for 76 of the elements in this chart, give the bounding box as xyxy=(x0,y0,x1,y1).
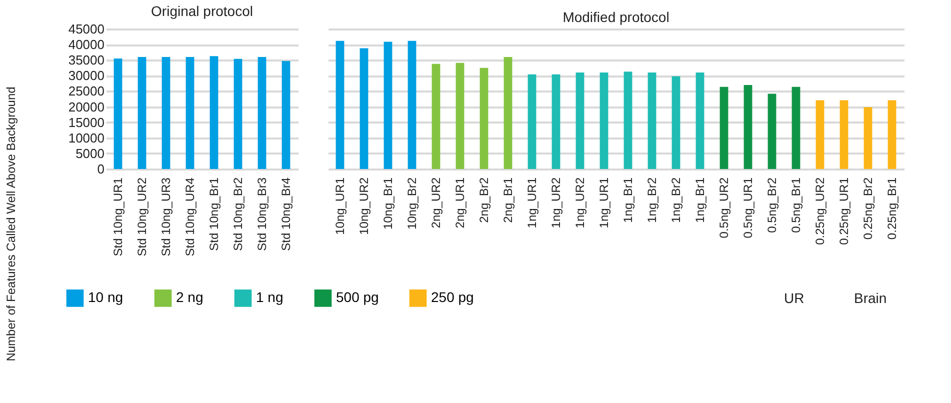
x-tick-label: Std 10ng_Br2 xyxy=(231,177,245,251)
legend-label: 2 ng xyxy=(176,289,204,306)
x-tick-label: 2ng_UR2 xyxy=(429,177,443,228)
x-tick-label: 0.25ng_UR1 xyxy=(837,177,851,245)
x-tick-label: 0.5ng_UR1 xyxy=(741,177,755,238)
x-tick-label: 1ng_Br1 xyxy=(693,177,707,223)
x-tick-label: 1ng_Br2 xyxy=(645,177,659,223)
x-tick-label: 10ng_Br2 xyxy=(405,177,419,230)
bar xyxy=(792,86,800,169)
x-tick-label: 1ng_UR2 xyxy=(573,177,587,228)
bar xyxy=(768,94,776,169)
x-tick-label: 0.25ng_Br1 xyxy=(885,177,899,240)
x-tick-label: Std 10ng_UR2 xyxy=(135,177,149,256)
bar xyxy=(816,100,824,169)
x-tick-label: Std 10ng_UR1 xyxy=(111,177,125,256)
y-axis-title: Number of Features Called Well Above Background xyxy=(4,86,18,362)
bar xyxy=(384,42,392,169)
x-tick-label: 1ng_Br2 xyxy=(669,177,683,223)
x-tick-label: 0.5ng_Br1 xyxy=(789,177,803,233)
x-tick-label: 1ng_UR2 xyxy=(549,177,563,228)
bar xyxy=(552,74,560,169)
x-tick-label: 0.25ng_UR2 xyxy=(813,177,827,245)
x-tick-label: 10ng_UR2 xyxy=(357,177,371,235)
bar xyxy=(360,48,368,169)
text: UR xyxy=(784,290,804,306)
y-tick-label: 15000 xyxy=(68,114,104,130)
legend-label: 1 ng xyxy=(256,289,284,306)
x-tick-label: 1ng_Br1 xyxy=(621,177,635,223)
bar xyxy=(840,100,848,169)
legend-label: 500 pg xyxy=(336,289,379,306)
x-tick-label: Std 10ng_UR3 xyxy=(159,177,173,256)
bar xyxy=(408,40,416,169)
bar xyxy=(648,72,656,169)
x-tick-label: Std 10ng_Br1 xyxy=(207,177,221,251)
x-tick-label: 10ng_UR1 xyxy=(333,177,347,235)
x-tick-label: Std 10ng_UR4 xyxy=(183,177,197,256)
bar xyxy=(432,64,440,169)
y-tick-label: 45000 xyxy=(68,22,104,36)
x-tick-label: 0.5ng_Br2 xyxy=(765,177,779,233)
bar xyxy=(696,72,704,169)
bar xyxy=(720,86,728,169)
bar xyxy=(864,107,872,169)
y-tick-label: 25000 xyxy=(68,84,104,99)
bar xyxy=(456,62,464,169)
chart-title: Modified protocol xyxy=(562,9,670,25)
bar xyxy=(336,40,344,169)
chart-title: Original protocol xyxy=(151,3,253,19)
x-tick-label: Std 10ng_Br3 xyxy=(255,177,269,251)
x-tick-label: 2ng_Br2 xyxy=(477,177,491,223)
y-tick-label: 40000 xyxy=(68,37,104,52)
bar xyxy=(672,76,680,169)
bar xyxy=(744,85,752,169)
text: Brain xyxy=(854,290,887,306)
x-tick-label: 2ng_Br1 xyxy=(501,177,515,223)
legend-label: 250 pg xyxy=(431,289,474,306)
y-tick-label: 5000 xyxy=(76,146,104,161)
x-tick-label: 0.25ng_Br2 xyxy=(861,177,875,240)
x-tick-label: 1ng_UR1 xyxy=(525,177,539,228)
y-tick-label: 10000 xyxy=(68,130,104,146)
y-tick-label: 30000 xyxy=(68,68,104,84)
bar xyxy=(600,72,608,169)
x-tick-label: 1ng_UR1 xyxy=(597,177,611,228)
bar xyxy=(624,72,632,169)
x-tick-label: 0.5ng_UR2 xyxy=(717,177,731,238)
x-tick-label: Std 10ng_Br4 xyxy=(279,177,293,251)
bar xyxy=(480,68,488,169)
y-tick-label: 20000 xyxy=(68,99,104,114)
x-tick-label: 2ng_UR1 xyxy=(453,177,467,228)
bar xyxy=(888,100,896,169)
y-tick-label: 35000 xyxy=(68,52,104,68)
x-tick-label: 10ng_Br1 xyxy=(381,177,395,230)
y-tick-label: 0 xyxy=(97,162,104,176)
bar xyxy=(528,74,536,169)
legend-label: 10 ng xyxy=(88,289,124,306)
bar xyxy=(576,72,584,169)
bar xyxy=(504,57,512,169)
